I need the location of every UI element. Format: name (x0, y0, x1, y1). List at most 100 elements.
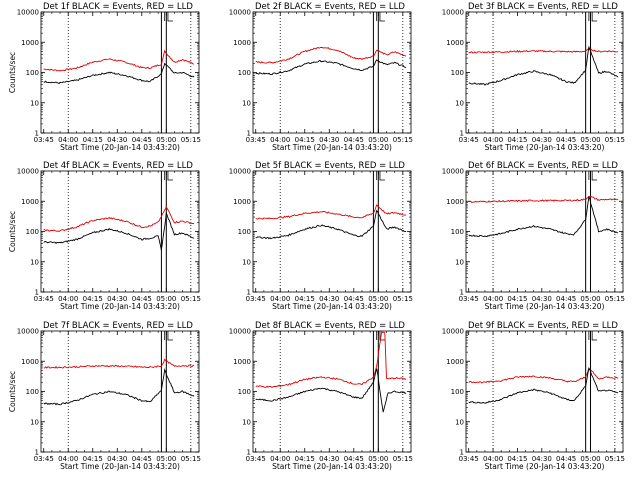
y-tick-label: 10 (455, 99, 464, 107)
chart-title: Det 5f BLACK = Events, RED = LLD (255, 161, 405, 171)
x-tick-label: 03:45 (459, 455, 479, 463)
plot-frame (40, 170, 200, 293)
x-tick-label: 05:00 (156, 295, 176, 303)
x-tick-label: 04:15 (507, 136, 527, 144)
x-axis-label: Start Time (20-Jan-14 03:43:20) (272, 302, 392, 311)
x-tick-label: 05:15 (393, 136, 413, 144)
y-tick-label: 100 (26, 228, 39, 236)
y-tick-label: 10000 (17, 328, 39, 336)
x-tick-label: 03:45 (459, 136, 479, 144)
x-tick-label: 05:00 (580, 455, 600, 463)
x-tick-label: 04:00 (58, 295, 78, 303)
x-axis-label: Start Time (20-Jan-14 03:43:20) (60, 143, 180, 152)
y-tick-label: 1000 (233, 358, 251, 366)
chart-panel-6: Det 6f BLACK = Events, RED = LLD 1 10 100 10… (442, 161, 625, 311)
x-axis-label: Start Time (20-Jan-14 03:43:20) (485, 302, 605, 311)
x-tick-label: 04:45 (344, 295, 364, 303)
x-tick-label: 05:15 (181, 455, 201, 463)
y-tick-label: 1 (35, 130, 39, 138)
chart-title: Det 8f BLACK = Events, RED = LLD (255, 321, 405, 331)
y-tick-label: 1 (247, 289, 251, 297)
x-tick-label: 03:45 (246, 295, 266, 303)
y-tick-label: 10 (30, 99, 39, 107)
bracket-marker (167, 171, 173, 181)
x-tick-label: 04:30 (532, 136, 552, 144)
y-tick-label: 10000 (17, 168, 39, 176)
x-axis-label: Start Time (20-Jan-14 03:43:20) (485, 462, 605, 471)
y-tick-label: 10 (242, 99, 251, 107)
lld-series-line (468, 367, 619, 384)
x-tick-label: 05:15 (393, 455, 413, 463)
bracket-marker (167, 12, 173, 22)
lld-series-line (43, 358, 195, 369)
chart-title: Det 9f BLACK = Events, RED = LLD (468, 321, 618, 331)
y-tick-label: 100 (26, 69, 39, 77)
x-tick-label: 03:45 (246, 136, 266, 144)
y-tick-label: 1000 (446, 198, 464, 206)
x-tick-label: 04:45 (132, 295, 152, 303)
y-tick-label: 100 (451, 69, 464, 77)
x-tick-label: 05:15 (605, 136, 625, 144)
x-tick-label: 05:00 (368, 455, 388, 463)
lld-series-line (255, 204, 407, 220)
y-tick-label: 10 (455, 258, 464, 266)
x-tick-label: 04:15 (295, 455, 315, 463)
x-tick-label: 04:15 (507, 455, 527, 463)
x-tick-label: 05:00 (156, 136, 176, 144)
y-axis-label: Counts/sec (8, 211, 17, 252)
chart-panel-8: Det 8f BLACK = Events, RED = LLD 1 10 100 10… (229, 321, 413, 471)
x-tick-label: 04:30 (107, 455, 127, 463)
chart-panel-5: Det 5f BLACK = Events, RED = LLD 1 10 100 10… (229, 161, 413, 311)
bracket-marker (379, 12, 385, 22)
x-tick-label: 04:00 (270, 295, 290, 303)
x-tick-label: 04:30 (107, 295, 127, 303)
y-tick-label: 100 (238, 388, 251, 396)
x-tick-label: 05:00 (580, 295, 600, 303)
y-tick-label: 100 (238, 228, 251, 236)
plot-frame (252, 170, 412, 293)
y-axis-label: Counts/sec (8, 371, 17, 412)
bracket-marker (591, 331, 598, 341)
y-tick-label: 10000 (17, 9, 39, 17)
lld-series-line (255, 331, 407, 389)
x-tick-label: 05:00 (156, 455, 176, 463)
lld-series-line (255, 46, 407, 64)
bracket-marker (167, 331, 173, 341)
x-tick-label: 04:30 (532, 455, 552, 463)
y-tick-label: 100 (26, 388, 39, 396)
x-tick-label: 04:45 (556, 136, 576, 144)
y-tick-label: 1000 (446, 39, 464, 47)
chart-panel-7: Det 7f BLACK = Events, RED = LLD 1 10 100 10… (8, 321, 201, 471)
y-tick-label: 10 (30, 258, 39, 266)
x-tick-label: 04:45 (344, 455, 364, 463)
x-tick-label: 03:45 (34, 295, 54, 303)
chart-title: Det 6f BLACK = Events, RED = LLD (468, 161, 618, 171)
y-tick-label: 10 (455, 418, 464, 426)
bracket-marker (379, 331, 385, 341)
x-tick-label: 03:45 (246, 455, 266, 463)
x-tick-label: 03:45 (34, 455, 54, 463)
x-tick-label: 04:15 (507, 295, 527, 303)
x-axis-label: Start Time (20-Jan-14 03:43:20) (485, 143, 605, 152)
x-tick-label: 04:45 (132, 455, 152, 463)
x-tick-label: 04:00 (483, 295, 503, 303)
events-series-line (43, 212, 195, 251)
events-series-line (468, 367, 619, 404)
y-tick-label: 100 (238, 69, 251, 77)
y-tick-label: 10 (242, 418, 251, 426)
x-tick-label: 04:45 (132, 136, 152, 144)
y-tick-label: 1 (35, 449, 39, 457)
x-tick-label: 04:15 (295, 136, 315, 144)
lld-series-line (468, 195, 619, 204)
y-tick-label: 10 (30, 418, 39, 426)
x-axis-label: Start Time (20-Jan-14 03:43:20) (272, 143, 392, 152)
x-tick-label: 04:00 (270, 455, 290, 463)
y-tick-label: 1 (460, 449, 464, 457)
events-series-line (468, 196, 619, 238)
y-tick-label: 1 (247, 449, 251, 457)
y-tick-label: 10 (242, 258, 251, 266)
x-tick-label: 04:15 (295, 295, 315, 303)
x-tick-label: 04:00 (483, 136, 503, 144)
x-tick-label: 04:45 (344, 136, 364, 144)
